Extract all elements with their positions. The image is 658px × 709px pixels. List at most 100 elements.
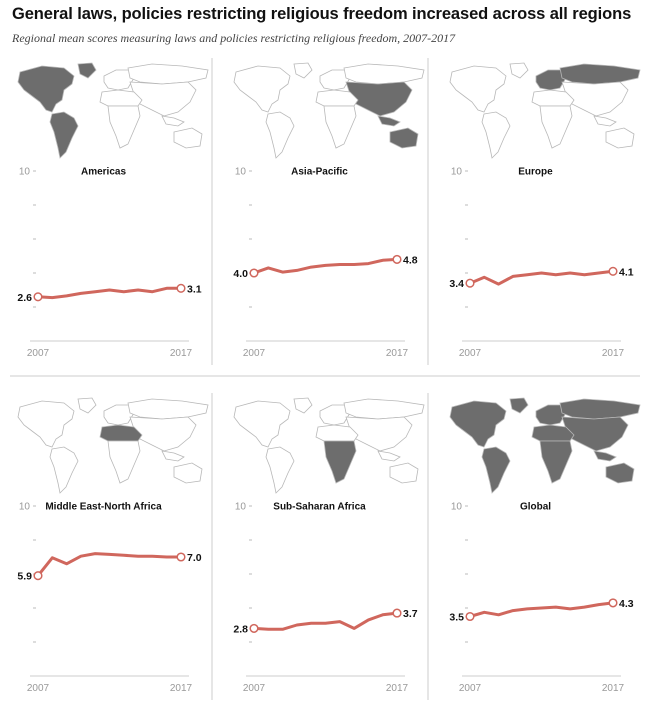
end-point	[608, 266, 618, 276]
continent-russia	[559, 398, 641, 420]
start-value-label: 2.6	[17, 292, 32, 304]
x-tick-label: 2007	[27, 683, 50, 694]
start-value-label: 5.9	[17, 571, 32, 583]
region-map	[233, 397, 425, 494]
end-point	[176, 283, 186, 293]
chart-panel: 10 Europe 2007 2017 3.4 4.1	[449, 62, 641, 359]
continent-greenland	[77, 62, 97, 79]
continent-russia	[559, 63, 641, 85]
start-value-label: 3.4	[449, 278, 464, 290]
x-tick-label: 2017	[170, 348, 193, 359]
continent-south-america	[481, 446, 511, 494]
y-tick-label: 10	[235, 502, 247, 513]
chart-title: General laws, policies restricting relig…	[12, 5, 632, 23]
continent-greenland	[77, 397, 97, 414]
start-value-label: 3.5	[449, 612, 464, 624]
continent-europe	[535, 69, 567, 91]
start-value-label: 4.0	[233, 268, 248, 280]
x-tick-label: 2007	[243, 683, 266, 694]
continent-africa	[539, 440, 573, 484]
region-label: Americas	[81, 167, 126, 178]
continent-se-asia	[161, 450, 185, 462]
end-value-label: 7.0	[187, 552, 202, 564]
series-line	[36, 552, 183, 578]
region-label: Global	[520, 502, 551, 513]
region-map	[233, 62, 425, 159]
continent-greenland	[509, 397, 529, 414]
region-map	[449, 62, 641, 159]
series-line	[36, 286, 183, 300]
continent-russia	[343, 63, 425, 85]
continent-africa	[323, 105, 357, 149]
end-point	[392, 254, 402, 264]
series-line	[468, 601, 615, 618]
x-tick-label: 2017	[386, 348, 409, 359]
continent-africa	[539, 105, 573, 149]
continent-europe	[103, 404, 135, 426]
continent-se-asia	[377, 115, 401, 127]
start-point	[465, 278, 475, 288]
region-label: Europe	[518, 167, 553, 178]
continent-africa	[107, 440, 141, 484]
continent-russia	[127, 63, 209, 85]
continent-south-america	[265, 111, 295, 159]
continent-north-america	[449, 400, 507, 448]
series-line	[252, 611, 399, 631]
x-tick-label: 2007	[459, 348, 482, 359]
end-value-label: 4.1	[619, 266, 634, 278]
end-value-label: 4.3	[619, 598, 634, 610]
continent-russia	[127, 398, 209, 420]
continent-europe	[319, 404, 351, 426]
x-tick-label: 2017	[602, 683, 625, 694]
x-tick-label: 2017	[386, 683, 409, 694]
continent-south-america	[49, 111, 79, 159]
continent-australia	[389, 127, 419, 149]
chart-panel: 10 Americas 2007 2017 2.6 3.1	[17, 62, 209, 359]
start-point	[33, 292, 43, 302]
start-point	[249, 268, 259, 278]
series-line	[468, 269, 615, 286]
y-tick-label: 10	[19, 167, 31, 178]
continent-africa	[323, 440, 357, 484]
y-tick-label: 10	[19, 502, 31, 513]
continent-north-america	[17, 65, 75, 113]
continent-south-america	[49, 446, 79, 494]
continent-north-america	[233, 65, 291, 113]
start-point	[249, 623, 259, 633]
continent-europe	[103, 69, 135, 91]
continent-se-asia	[593, 450, 617, 462]
region-label: Sub-Saharan Africa	[273, 502, 366, 513]
start-point	[33, 571, 43, 581]
continent-russia	[343, 398, 425, 420]
x-tick-label: 2017	[602, 348, 625, 359]
continent-australia	[605, 462, 635, 484]
end-point	[608, 598, 618, 608]
end-point	[176, 552, 186, 562]
x-tick-label: 2007	[243, 348, 266, 359]
y-tick-label: 10	[451, 167, 463, 178]
region-label: Asia-Pacific	[291, 167, 348, 178]
chart-subtitle: Regional mean scores measuring laws and …	[12, 31, 456, 45]
continent-australia	[173, 127, 203, 149]
continent-greenland	[293, 62, 313, 79]
continent-se-asia	[377, 450, 401, 462]
continent-south-america	[481, 111, 511, 159]
continent-australia	[605, 127, 635, 149]
start-value-label: 2.8	[233, 623, 248, 635]
start-point	[465, 611, 475, 622]
continent-se-asia	[161, 115, 185, 127]
region-map	[17, 62, 209, 159]
continent-south-america	[265, 446, 295, 494]
end-value-label: 3.7	[403, 608, 418, 620]
end-value-label: 3.1	[187, 283, 202, 295]
continent-africa	[107, 105, 141, 149]
x-tick-label: 2007	[459, 683, 482, 694]
region-map	[449, 397, 641, 494]
end-value-label: 4.8	[403, 254, 418, 266]
continent-north-america	[449, 65, 507, 113]
chart-panel: 10 Global 2007 2017 3.5 4.3	[449, 397, 641, 694]
x-tick-label: 2007	[27, 348, 50, 359]
chart-panel: 10 Sub-Saharan Africa 2007 2017 2.8 3.7	[233, 397, 425, 694]
x-tick-label: 2017	[170, 683, 193, 694]
